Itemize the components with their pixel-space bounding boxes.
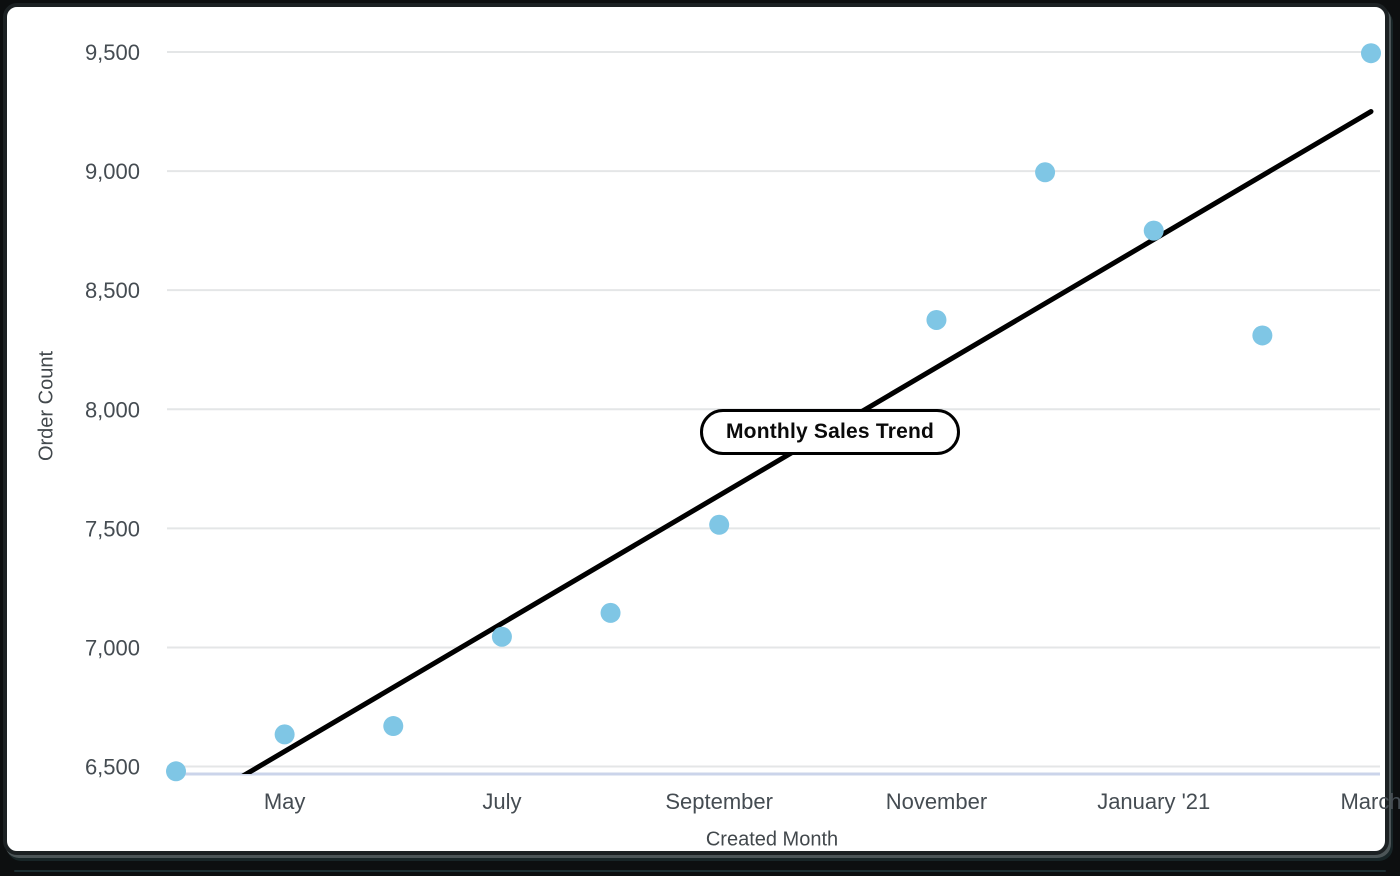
y-tick-label: 8,000 [85,397,140,422]
y-tick-label: 9,000 [85,159,140,184]
y-tick-label: 7,500 [85,516,140,541]
y-tick-label: 8,500 [85,278,140,303]
x-tick-label: July [482,789,521,814]
x-tick-label: November [886,789,987,814]
x-tick-label: March [1340,789,1400,814]
data-point[interactable] [1361,43,1381,64]
x-axis-title: Created Month [705,828,839,851]
data-point[interactable] [166,761,186,782]
data-point[interactable] [491,626,512,647]
y-tick-label: 7,000 [85,635,140,660]
y-tick-label: 6,500 [85,755,140,780]
trendline [241,109,1374,774]
data-point[interactable] [383,716,404,737]
data-point[interactable] [1143,220,1164,241]
y-tick-label: 9,500 [85,40,140,65]
data-point[interactable] [1252,325,1273,346]
window-bottom-edge [14,870,1386,872]
data-point[interactable] [926,309,947,330]
data-point[interactable] [709,514,730,535]
x-tick-label: September [665,789,773,814]
x-tick-label: May [264,789,306,814]
data-point[interactable] [274,724,295,745]
chart-title-pill: Monthly Sales Trend [699,409,961,455]
chart-title: Monthly Sales Trend [725,420,935,443]
y-axis-title: Order Count [35,350,58,462]
data-point[interactable] [1035,162,1056,183]
data-point[interactable] [600,602,621,623]
x-tick-label: January '21 [1097,789,1210,814]
chart-card [3,3,1389,855]
